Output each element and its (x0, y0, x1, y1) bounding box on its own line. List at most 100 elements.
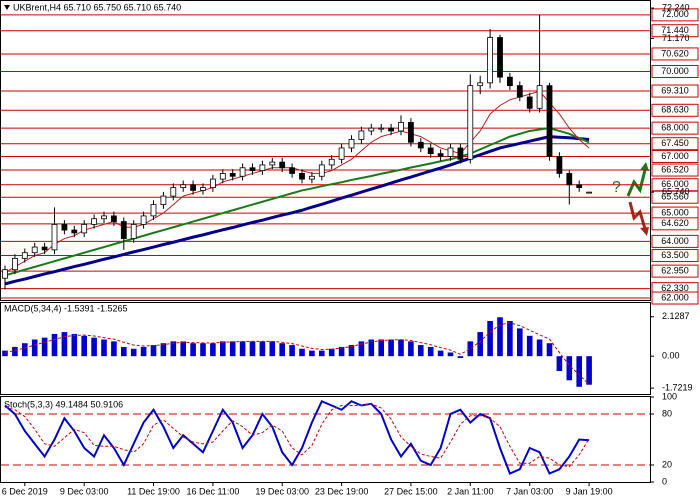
candle-body (299, 173, 305, 180)
level-label-box (651, 249, 699, 263)
candle-body (91, 218, 97, 225)
candle-body (516, 85, 523, 98)
macd-bar (378, 339, 384, 357)
candle-body (219, 173, 226, 180)
candle-body (417, 141, 424, 149)
stoch-panel (0, 396, 651, 483)
macd-bar (220, 341, 226, 357)
candle-body (388, 127, 395, 132)
candle-body (556, 156, 563, 174)
macd-bar (368, 339, 375, 357)
macd-bar (299, 348, 305, 357)
level-label: 64.000 (661, 236, 689, 246)
x-tick-label: 23 Dec 19:00 (315, 486, 369, 496)
candle-body (546, 85, 553, 157)
macd-bar (467, 341, 474, 357)
macd-bar (319, 350, 325, 357)
candle-body (180, 184, 187, 188)
candle-body (170, 187, 177, 197)
candle-body (576, 184, 583, 188)
macd-bar (249, 341, 256, 357)
candle-body (447, 147, 454, 157)
macd-bar (41, 337, 48, 357)
candle-body (111, 215, 117, 222)
level-label: 68.000 (661, 123, 689, 133)
candle-body (358, 130, 365, 140)
level-label-box (651, 65, 699, 79)
candle-body (71, 229, 78, 234)
candle-body (289, 167, 296, 174)
candle-body (259, 164, 266, 172)
macd-bar (408, 341, 414, 357)
moving-average (4, 135, 590, 286)
macd-bar (150, 345, 157, 357)
x-tick-label: 7 Jan 03:00 (506, 486, 553, 496)
candle-body (249, 167, 256, 172)
y-tick-label: 0.00 (662, 351, 680, 361)
x-tick-label: 6 Dec 2019 (2, 486, 48, 496)
chart-title: UKBrent,H4 65.710 65.750 65.710 65.740 (13, 2, 181, 12)
macd-bar (309, 350, 315, 357)
macd-bar (239, 341, 246, 357)
level-label: 72.000 (661, 9, 689, 19)
macd-bar (497, 317, 503, 357)
candle-body (150, 204, 157, 217)
level-label-box (651, 264, 699, 278)
candle-body (378, 127, 385, 130)
candle-body (81, 224, 88, 234)
macd-bar (2, 350, 8, 357)
macd-bar (210, 343, 216, 357)
macd-bar (22, 343, 28, 357)
macd-bar (447, 352, 454, 357)
candle-body (427, 147, 434, 155)
macd-signal (4, 322, 590, 385)
level-label-box (651, 121, 699, 135)
macd-bar (418, 345, 424, 357)
macd-bar (487, 320, 493, 357)
macd-bar (61, 332, 68, 357)
x-tick-label: 9 Dec 03:00 (60, 486, 109, 496)
macd-bar (269, 341, 276, 357)
macd-bar (91, 337, 97, 357)
macd-bar (398, 339, 404, 357)
level-label: 66.520 (661, 164, 689, 174)
level-label: 69.310 (661, 85, 689, 95)
macd-bar (546, 343, 553, 357)
macd-bar (71, 333, 78, 357)
moving-average (4, 90, 590, 273)
candle-body (536, 85, 543, 109)
candle-body (209, 178, 216, 188)
macd-bar (180, 341, 186, 357)
candle-body (407, 122, 414, 143)
level-label-box (651, 234, 699, 248)
down-arrow (628, 201, 648, 233)
x-tick-label: 2 Jan 11:00 (447, 486, 493, 496)
candle-body (269, 161, 276, 166)
y-tick-label: 0 (662, 476, 667, 486)
macd-bar (388, 339, 394, 357)
x-tick-label: 9 Jan 19:00 (566, 486, 613, 496)
level-label: 67.450 (661, 138, 689, 148)
macd-bar (526, 335, 533, 357)
level-label: 65.560 (661, 192, 689, 202)
macd-bar (200, 343, 206, 357)
y-tick-label: 100 (662, 391, 677, 401)
level-label-box (651, 24, 699, 38)
candle-body (51, 224, 58, 251)
candle-body (328, 158, 335, 166)
y-tick-label: 80 (662, 408, 672, 418)
x-tick-label: 19 Dec 03:00 (255, 486, 309, 496)
y-tick-label: 72.240 (662, 2, 690, 12)
x-tick-label: 27 Dec 15:00 (384, 486, 438, 496)
macd-bar (101, 339, 107, 357)
macd-bar (279, 343, 285, 357)
level-label: 68.630 (661, 105, 689, 115)
level-label-box (651, 47, 699, 61)
macd-bar (259, 341, 266, 357)
candle-body (239, 167, 246, 177)
candle-body (477, 82, 484, 87)
level-label: 62.950 (661, 265, 689, 275)
level-label: 62.330 (661, 283, 689, 293)
macd-bar (170, 341, 177, 357)
